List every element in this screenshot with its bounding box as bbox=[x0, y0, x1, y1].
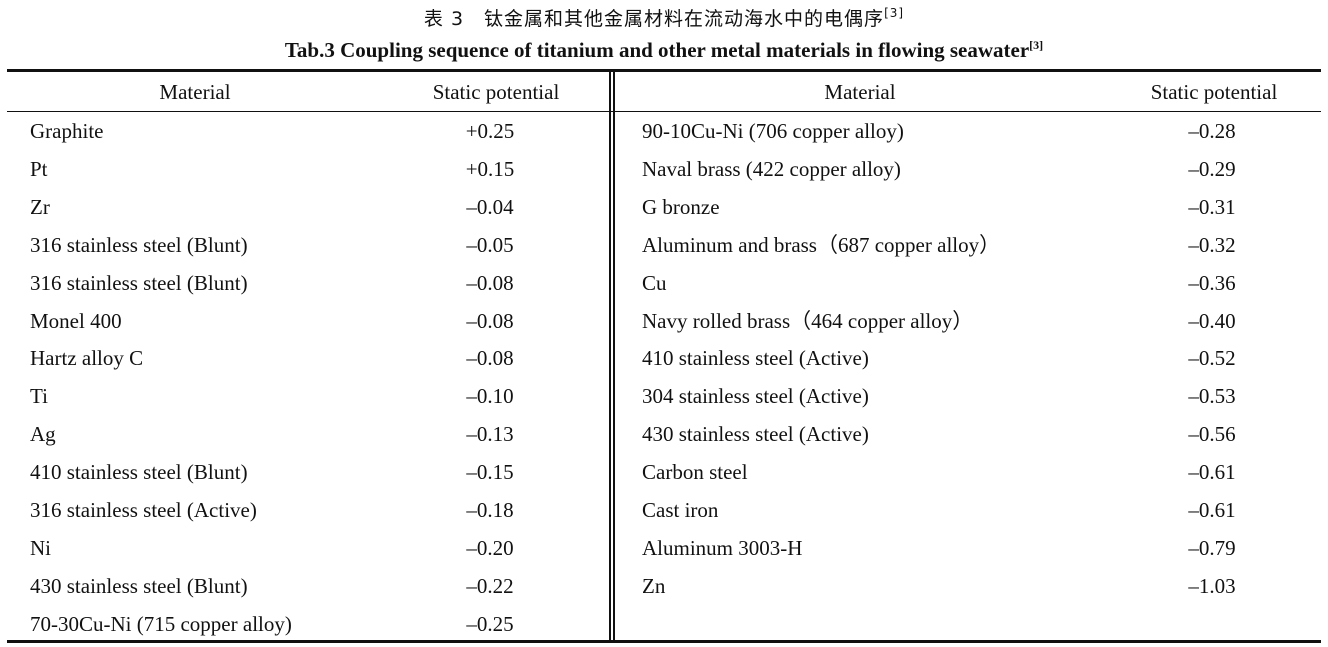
caption-cn-text: 表 3 钛金属和其他金属材料在流动海水中的电偶序 bbox=[423, 8, 885, 30]
potential-cell: –0.08 bbox=[466, 270, 514, 295]
material-cell: Zn bbox=[642, 573, 666, 598]
header-potential-left: Static potential bbox=[432, 80, 560, 104]
material-cell: 70-30Cu-Ni (715 copper alloy) bbox=[30, 611, 292, 636]
potential-cell: –0.15 bbox=[466, 460, 514, 485]
material-cell: 410 stainless steel (Blunt) bbox=[30, 460, 248, 485]
material-cell: 410 stainless steel (Active) bbox=[642, 346, 869, 371]
top-rule bbox=[7, 69, 1321, 72]
citation-ref: [3] bbox=[884, 6, 905, 20]
potential-cell: –0.25 bbox=[466, 611, 514, 636]
material-cell: 90-10Cu-Ni (706 copper alloy) bbox=[642, 119, 904, 143]
citation-ref: [3] bbox=[1029, 38, 1044, 52]
material-cell: 316 stainless steel (Blunt) bbox=[30, 270, 248, 295]
material-cell: 430 stainless steel (Active) bbox=[642, 422, 869, 447]
potential-cell: –0.22 bbox=[466, 573, 514, 598]
material-cell: Ti bbox=[30, 384, 48, 409]
header-potential-right: Static potential bbox=[1150, 80, 1278, 104]
potential-cell: –0.20 bbox=[466, 535, 514, 560]
potential-cell: –0.32 bbox=[1188, 232, 1236, 257]
potential-cell: –1.03 bbox=[1188, 573, 1236, 598]
material-cell: 316 stainless steel (Active) bbox=[30, 498, 257, 522]
material-cell: Ag bbox=[30, 422, 56, 447]
material-cell: G bronze bbox=[642, 194, 720, 219]
header-material-left: Material bbox=[159, 80, 231, 104]
material-cell: Carbon steel bbox=[642, 460, 748, 485]
material-cell: Graphite bbox=[30, 119, 104, 143]
table-caption-chinese: 表 3 钛金属和其他金属材料在流动海水中的电偶序[3] bbox=[0, 4, 1328, 31]
potential-cell: –0.52 bbox=[1188, 346, 1236, 371]
potential-cell: –0.08 bbox=[466, 346, 514, 371]
column-divider bbox=[613, 70, 615, 642]
potential-cell: –0.40 bbox=[1188, 308, 1236, 333]
material-cell: Naval brass (422 copper alloy) bbox=[642, 156, 901, 181]
material-cell: Aluminum and brass（687 copper alloy） bbox=[642, 232, 1001, 257]
potential-cell: –0.04 bbox=[466, 194, 514, 219]
potential-cell: –0.08 bbox=[466, 308, 514, 333]
material-cell: Zr bbox=[30, 194, 50, 219]
material-cell: Cu bbox=[642, 270, 667, 295]
potential-cell: –0.28 bbox=[1188, 119, 1236, 143]
table-caption-english: Tab.3 Coupling sequence of titanium and … bbox=[0, 38, 1328, 63]
potential-cell: –0.05 bbox=[466, 232, 514, 257]
potential-cell: –0.61 bbox=[1188, 498, 1236, 522]
potential-cell: –0.18 bbox=[466, 498, 514, 522]
caption-en-text: Tab.3 Coupling sequence of titanium and … bbox=[284, 38, 1030, 62]
potential-cell: –0.36 bbox=[1188, 270, 1236, 295]
material-cell: Cast iron bbox=[642, 498, 719, 522]
header-material-right: Material bbox=[824, 80, 896, 104]
potential-cell: –0.10 bbox=[466, 384, 514, 409]
potential-cell: –0.13 bbox=[466, 422, 514, 447]
potential-cell: +0.25 bbox=[465, 119, 515, 143]
potential-cell: +0.15 bbox=[465, 156, 515, 181]
potential-cell: –0.31 bbox=[1188, 194, 1236, 219]
material-cell: Ni bbox=[30, 535, 51, 560]
potential-cell: –0.61 bbox=[1188, 460, 1236, 485]
potential-cell: –0.29 bbox=[1188, 156, 1236, 181]
header-rule bbox=[7, 111, 1321, 113]
potential-cell: –0.53 bbox=[1188, 384, 1236, 409]
material-cell: 304 stainless steel (Active) bbox=[642, 384, 869, 409]
bottom-rule bbox=[7, 640, 1321, 643]
material-cell: 430 stainless steel (Blunt) bbox=[30, 573, 248, 598]
material-cell: Navy rolled brass（464 copper alloy） bbox=[642, 308, 974, 333]
material-cell: 316 stainless steel (Blunt) bbox=[30, 232, 248, 257]
column-divider bbox=[609, 70, 611, 642]
potential-cell: –0.56 bbox=[1188, 422, 1236, 447]
potential-cell: –0.79 bbox=[1188, 535, 1236, 560]
material-cell: Hartz alloy C bbox=[30, 346, 144, 371]
material-cell: Monel 400 bbox=[30, 308, 122, 333]
material-cell: Aluminum 3003-H bbox=[642, 535, 803, 560]
material-cell: Pt bbox=[30, 156, 48, 181]
